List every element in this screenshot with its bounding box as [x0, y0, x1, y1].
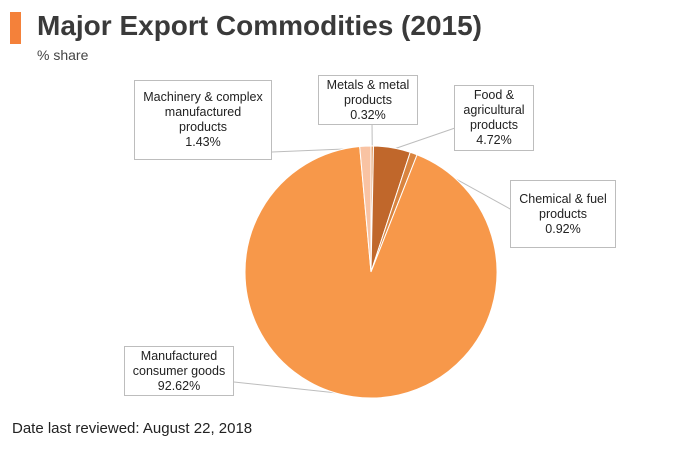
slice-label-chemical: Chemical & fuel products 0.92%	[510, 180, 616, 248]
chart-title: Major Export Commodities (2015)	[37, 10, 482, 41]
label-line: Food &	[473, 88, 515, 102]
slice-label-food: Food & agricultural products 4.72%	[454, 85, 534, 151]
title-accent-bar	[10, 12, 21, 44]
slice-label-metals: Metals & metal products 0.32%	[318, 75, 418, 125]
label-line: Manufactured	[140, 348, 218, 363]
label-value: 4.72%	[476, 133, 512, 147]
pie-slice-machinery	[359, 145, 372, 273]
leader-line-food	[391, 127, 456, 151]
slice-label-machinery: Machinery & complex manufactured product…	[134, 80, 272, 160]
pie-slices	[244, 145, 498, 399]
label-line: Machinery & complex	[143, 90, 263, 104]
label-line: Chemical & fuel	[519, 191, 607, 206]
label-value: 0.32%	[350, 107, 386, 122]
label-line: products	[470, 118, 518, 132]
label-line: products	[179, 120, 227, 134]
date-last-reviewed: Date last reviewed: August 22, 2018	[12, 420, 253, 437]
label-line: manufactured	[164, 105, 242, 119]
label-line: agricultural	[463, 103, 525, 117]
label-line: products	[344, 92, 392, 107]
label-value: 92.62%	[157, 378, 201, 393]
label-line: Metals & metal	[326, 77, 410, 92]
pie-slice-consumer-goods	[244, 145, 498, 399]
slice-label-consumer-goods: Manufactured consumer goods 92.62%	[124, 346, 234, 396]
label-line: products	[539, 206, 587, 221]
label-value: 1.43%	[185, 135, 221, 149]
chart-subtitle: % share	[37, 47, 89, 63]
label-line: consumer goods	[132, 363, 226, 378]
label-value: 0.92%	[545, 221, 581, 236]
